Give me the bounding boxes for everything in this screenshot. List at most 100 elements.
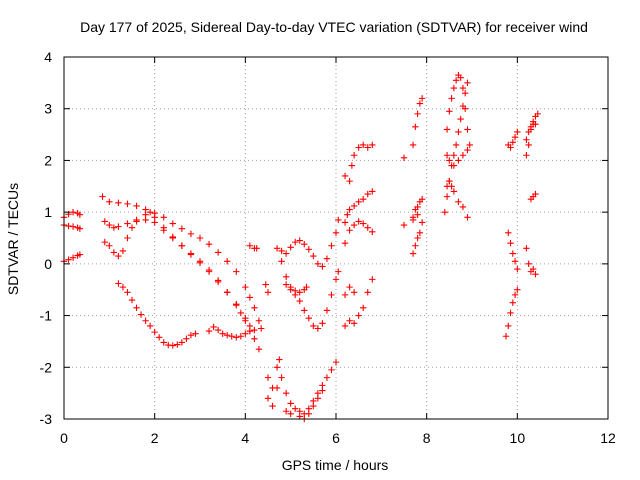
data-point xyxy=(214,278,222,286)
data-point xyxy=(364,224,371,231)
data-point xyxy=(527,123,535,131)
data-point xyxy=(341,322,349,330)
data-point xyxy=(532,121,539,128)
data-point xyxy=(219,330,226,337)
data-point xyxy=(205,327,213,335)
data-point xyxy=(133,216,140,224)
data-point xyxy=(369,141,376,149)
data-point xyxy=(414,211,421,218)
x-axis-title: GPS time / hours xyxy=(282,457,389,473)
data-point xyxy=(174,341,181,348)
y-tick-label: 4 xyxy=(44,49,52,65)
data-point xyxy=(99,193,106,200)
data-point xyxy=(124,234,131,242)
x-tick-label: 6 xyxy=(332,430,340,446)
data-point xyxy=(360,220,367,227)
data-point xyxy=(146,322,154,330)
data-point xyxy=(106,221,113,229)
data-point xyxy=(446,157,453,164)
data-point xyxy=(360,304,367,312)
data-point xyxy=(292,287,299,294)
data-point xyxy=(346,283,353,291)
data-point xyxy=(511,258,519,265)
data-point xyxy=(305,314,312,322)
data-point xyxy=(251,304,258,312)
data-point xyxy=(450,152,458,159)
data-points xyxy=(60,71,541,423)
data-point xyxy=(128,296,136,304)
data-point xyxy=(323,307,331,314)
data-point xyxy=(287,244,294,251)
y-tick-label: -1 xyxy=(40,308,53,324)
data-point xyxy=(514,128,521,136)
data-point xyxy=(314,395,322,402)
data-point xyxy=(323,374,331,381)
data-point xyxy=(514,286,521,293)
data-point xyxy=(448,95,455,102)
data-point xyxy=(505,229,512,237)
data-point xyxy=(328,291,335,299)
data-point xyxy=(350,152,358,159)
data-point xyxy=(287,410,294,418)
data-point xyxy=(282,281,290,288)
data-point xyxy=(457,74,464,81)
data-point xyxy=(341,219,349,226)
data-point xyxy=(509,250,516,257)
data-point xyxy=(303,283,310,291)
data-point xyxy=(151,214,158,221)
data-point xyxy=(169,233,176,241)
data-point xyxy=(346,177,353,185)
data-point xyxy=(124,200,131,208)
data-point xyxy=(332,276,340,283)
data-point xyxy=(409,216,417,224)
data-point xyxy=(183,335,190,343)
data-point xyxy=(446,177,453,185)
data-point xyxy=(452,77,460,84)
data-point xyxy=(262,281,269,288)
data-point xyxy=(523,245,530,252)
data-point xyxy=(409,250,417,257)
data-point xyxy=(443,193,451,200)
data-point xyxy=(443,152,451,159)
data-point xyxy=(192,330,199,337)
data-point xyxy=(287,400,294,407)
data-point xyxy=(76,225,84,232)
data-point xyxy=(328,366,335,374)
data-point xyxy=(323,255,331,262)
data-point xyxy=(355,144,362,151)
data-point xyxy=(273,364,281,371)
data-point xyxy=(242,314,249,322)
data-point xyxy=(282,273,290,280)
y-tick-label: 3 xyxy=(44,101,52,117)
data-point xyxy=(69,254,77,261)
y-tick-label: 2 xyxy=(44,152,52,168)
data-point xyxy=(464,126,471,133)
data-point xyxy=(414,234,421,242)
y-tick-label: -3 xyxy=(40,411,53,427)
data-point xyxy=(255,345,263,353)
data-point xyxy=(282,250,290,257)
grid xyxy=(64,57,608,419)
data-point xyxy=(455,128,462,136)
data-point xyxy=(319,387,326,394)
data-point xyxy=(355,218,362,225)
data-point xyxy=(332,358,340,366)
data-point xyxy=(242,330,249,337)
data-point xyxy=(169,342,176,349)
data-point xyxy=(101,238,108,246)
axis-ticks xyxy=(63,56,609,420)
x-tick-labels: 0 2 4 6 8 10 12 xyxy=(60,430,616,446)
data-point xyxy=(514,265,521,273)
data-point xyxy=(466,141,473,149)
data-point xyxy=(314,325,322,332)
data-point xyxy=(446,108,453,115)
y-tick-label: 0 xyxy=(44,256,52,272)
data-point xyxy=(115,252,122,260)
data-point xyxy=(348,162,356,169)
data-point xyxy=(509,299,516,306)
data-point xyxy=(532,190,539,198)
data-point xyxy=(341,291,349,299)
data-point xyxy=(418,95,426,102)
data-point xyxy=(214,249,222,256)
